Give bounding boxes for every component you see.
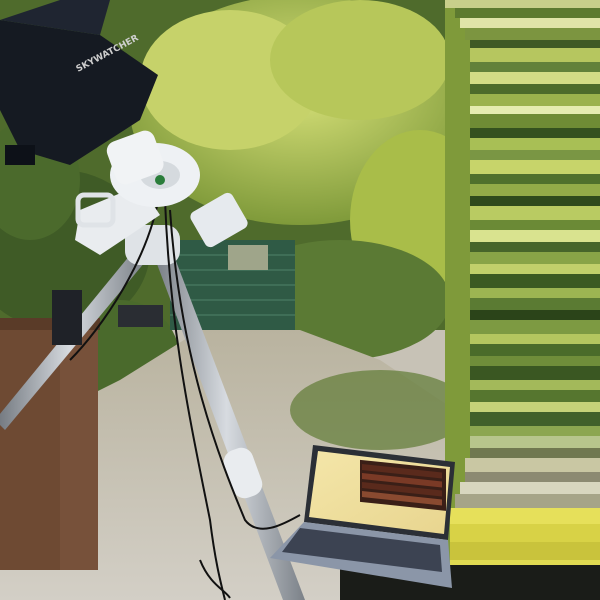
telescope-tube: SKYWATCHER [0,0,158,165]
equatorial-mount [75,130,248,255]
laptop[interactable] [270,445,455,588]
glitch-band [445,0,600,600]
tripod [0,225,305,600]
